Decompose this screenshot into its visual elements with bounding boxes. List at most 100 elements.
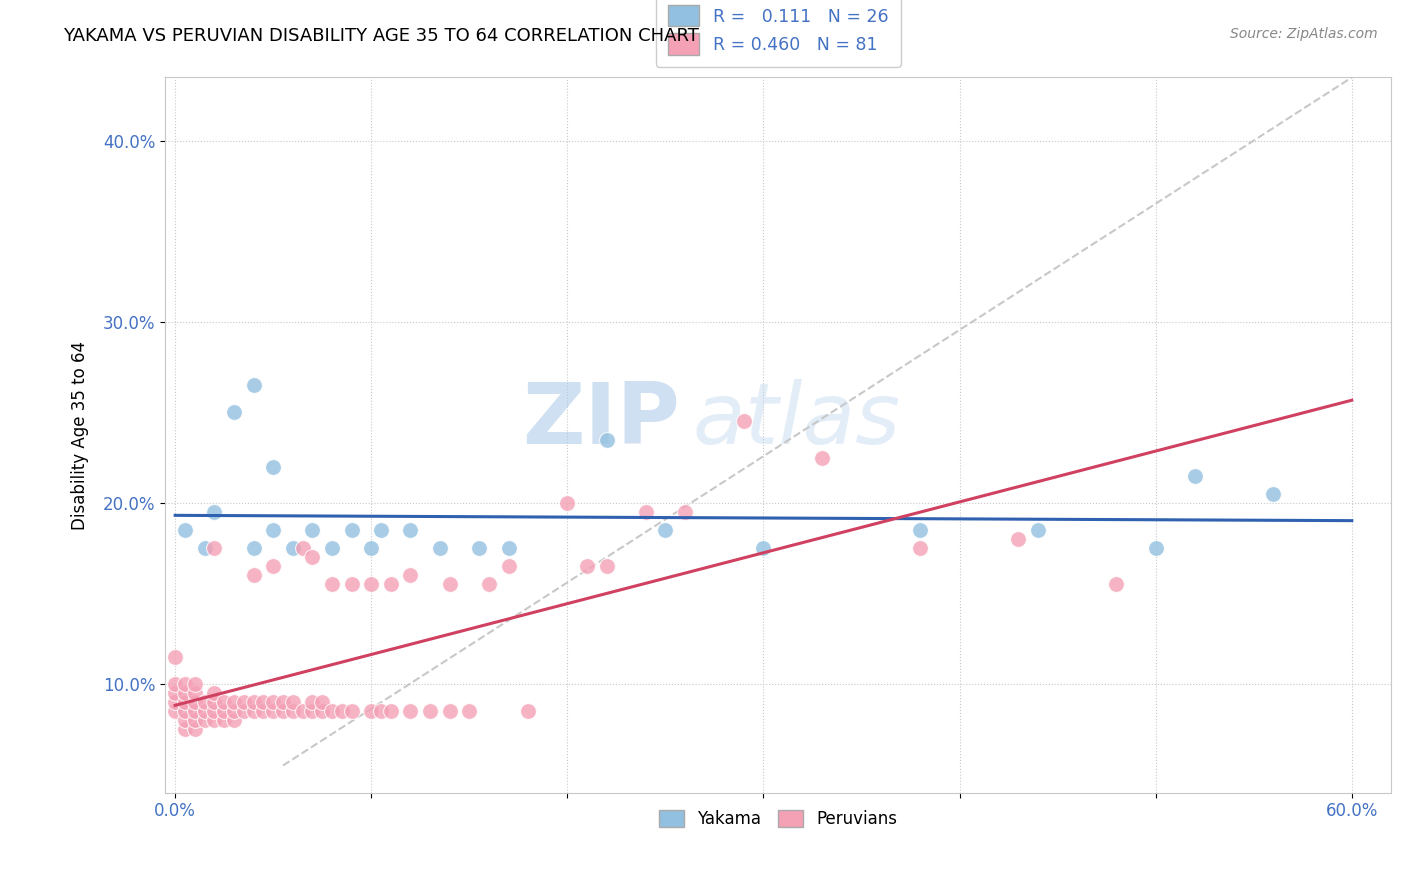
Point	[174, 686, 197, 700]
Point	[174, 723, 197, 737]
Point	[654, 523, 676, 537]
Point	[262, 559, 284, 574]
Point	[193, 713, 215, 727]
Point	[910, 541, 932, 556]
Point	[340, 577, 363, 591]
Point	[262, 695, 284, 709]
Point	[301, 550, 323, 565]
Point	[1007, 532, 1029, 546]
Point	[165, 695, 187, 709]
Point	[174, 677, 197, 691]
Point	[673, 505, 696, 519]
Point	[222, 695, 245, 709]
Point	[165, 677, 187, 691]
Point	[439, 704, 461, 718]
Point	[281, 695, 304, 709]
Point	[399, 523, 422, 537]
Point	[262, 459, 284, 474]
Point	[184, 704, 207, 718]
Point	[752, 541, 775, 556]
Point	[340, 523, 363, 537]
Point	[399, 704, 422, 718]
Point	[370, 523, 392, 537]
Point	[1144, 541, 1167, 556]
Point	[222, 704, 245, 718]
Point	[301, 695, 323, 709]
Point	[595, 433, 617, 447]
Point	[193, 695, 215, 709]
Point	[1105, 577, 1128, 591]
Point	[212, 713, 235, 727]
Point	[360, 704, 382, 718]
Point	[193, 704, 215, 718]
Point	[291, 541, 314, 556]
Point	[399, 568, 422, 582]
Point	[165, 686, 187, 700]
Point	[340, 704, 363, 718]
Point	[291, 704, 314, 718]
Point	[557, 496, 579, 510]
Text: YAKAMA VS PERUVIAN DISABILITY AGE 35 TO 64 CORRELATION CHART: YAKAMA VS PERUVIAN DISABILITY AGE 35 TO …	[63, 27, 699, 45]
Point	[202, 695, 225, 709]
Point	[634, 505, 657, 519]
Point	[174, 523, 197, 537]
Y-axis label: Disability Age 35 to 64: Disability Age 35 to 64	[72, 341, 89, 530]
Point	[184, 713, 207, 727]
Point	[202, 505, 225, 519]
Point	[1263, 487, 1285, 501]
Point	[733, 414, 755, 428]
Point	[311, 695, 333, 709]
Point	[468, 541, 491, 556]
Point	[360, 541, 382, 556]
Point	[458, 704, 481, 718]
Point	[174, 695, 197, 709]
Point	[242, 704, 264, 718]
Text: Source: ZipAtlas.com: Source: ZipAtlas.com	[1230, 27, 1378, 41]
Point	[311, 704, 333, 718]
Point	[910, 523, 932, 537]
Point	[242, 378, 264, 392]
Point	[165, 649, 187, 664]
Point	[232, 704, 254, 718]
Point	[321, 577, 343, 591]
Point	[184, 686, 207, 700]
Point	[174, 713, 197, 727]
Point	[498, 541, 520, 556]
Legend: Yakama, Peruvians: Yakama, Peruvians	[652, 803, 904, 834]
Point	[370, 704, 392, 718]
Point	[271, 704, 294, 718]
Point	[165, 704, 187, 718]
Point	[262, 704, 284, 718]
Point	[184, 677, 207, 691]
Text: atlas: atlas	[692, 379, 900, 462]
Point	[380, 704, 402, 718]
Point	[222, 713, 245, 727]
Point	[252, 704, 274, 718]
Point	[202, 713, 225, 727]
Point	[1184, 468, 1206, 483]
Point	[242, 695, 264, 709]
Point	[242, 568, 264, 582]
Point	[202, 704, 225, 718]
Point	[321, 541, 343, 556]
Point	[281, 704, 304, 718]
Point	[193, 541, 215, 556]
Point	[419, 704, 441, 718]
Point	[212, 704, 235, 718]
Point	[301, 523, 323, 537]
Point	[232, 695, 254, 709]
Point	[811, 450, 834, 465]
Point	[222, 405, 245, 419]
Point	[321, 704, 343, 718]
Point	[429, 541, 451, 556]
Point	[478, 577, 501, 591]
Point	[271, 695, 294, 709]
Point	[301, 704, 323, 718]
Point	[360, 577, 382, 591]
Point	[595, 559, 617, 574]
Point	[174, 704, 197, 718]
Point	[380, 577, 402, 591]
Point	[212, 695, 235, 709]
Point	[252, 695, 274, 709]
Point	[575, 559, 598, 574]
